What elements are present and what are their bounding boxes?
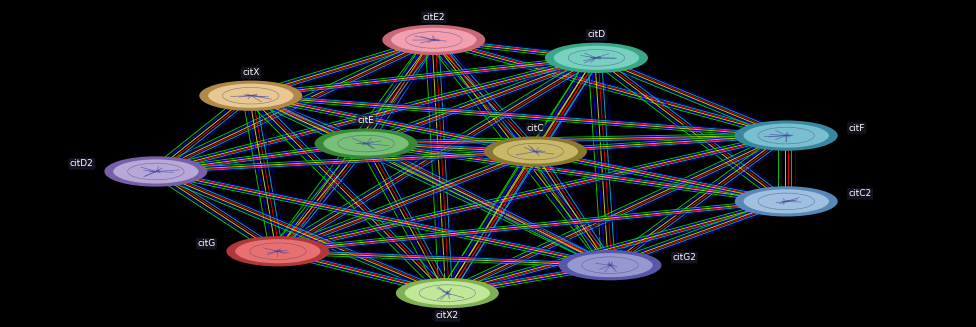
Circle shape xyxy=(492,139,579,164)
Circle shape xyxy=(323,131,409,156)
Circle shape xyxy=(104,156,207,187)
Circle shape xyxy=(234,238,321,264)
Text: citD2: citD2 xyxy=(69,159,94,168)
Circle shape xyxy=(112,159,199,184)
Circle shape xyxy=(207,83,294,109)
Circle shape xyxy=(250,243,306,260)
Circle shape xyxy=(226,236,329,267)
Text: citC: citC xyxy=(527,124,545,133)
Circle shape xyxy=(735,186,837,216)
Circle shape xyxy=(404,280,491,306)
Text: citE2: citE2 xyxy=(423,12,445,22)
Circle shape xyxy=(338,135,394,152)
Text: citE: citE xyxy=(357,116,375,125)
Circle shape xyxy=(223,87,279,104)
Circle shape xyxy=(735,120,837,151)
Circle shape xyxy=(508,143,563,160)
Circle shape xyxy=(743,123,830,148)
Text: citG2: citG2 xyxy=(672,253,696,262)
Text: citG: citG xyxy=(197,239,216,248)
Circle shape xyxy=(484,136,587,167)
Circle shape xyxy=(743,189,830,214)
Circle shape xyxy=(128,163,184,180)
Text: citX2: citX2 xyxy=(436,311,459,320)
Circle shape xyxy=(419,285,475,301)
Text: citC2: citC2 xyxy=(848,189,872,198)
Circle shape xyxy=(567,252,653,278)
Text: citD: citD xyxy=(588,30,605,40)
Text: citF: citF xyxy=(848,124,865,132)
Circle shape xyxy=(199,80,303,111)
Circle shape xyxy=(758,127,814,144)
Circle shape xyxy=(568,49,625,66)
Circle shape xyxy=(406,32,462,48)
Circle shape xyxy=(558,250,662,280)
Circle shape xyxy=(545,43,648,73)
Circle shape xyxy=(758,193,814,210)
Circle shape xyxy=(553,45,640,71)
Circle shape xyxy=(582,257,638,273)
Circle shape xyxy=(383,25,485,55)
Circle shape xyxy=(396,278,499,308)
Circle shape xyxy=(314,129,418,159)
Text: citX: citX xyxy=(242,68,260,77)
Circle shape xyxy=(390,27,477,53)
